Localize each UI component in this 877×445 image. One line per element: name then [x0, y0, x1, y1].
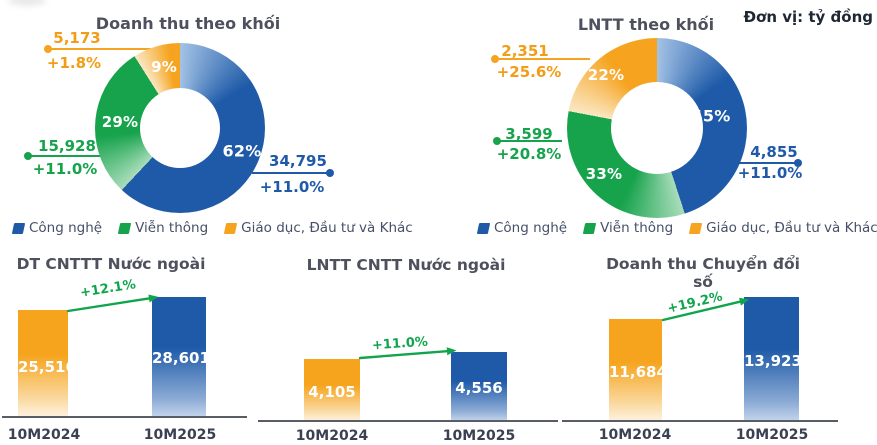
profit-tech-pct: 45%	[691, 106, 731, 126]
revenue-legend: Công nghệ Viễn thông Giáo dục, Đầu tư và…	[11, 220, 413, 236]
profit-legend: Công nghệ Viễn thông Giáo dục, Đầu tư và…	[476, 220, 877, 236]
revenue-tech-pct: 62%	[222, 141, 262, 161]
unit-label: Đơn vị: tỷ đồng	[743, 8, 873, 26]
tech-swatch-icon	[11, 222, 26, 234]
growth-arrow-icon	[661, 297, 750, 322]
legend-label: Công nghệ	[29, 220, 103, 236]
tech-swatch-icon	[476, 222, 491, 234]
bar-chart-3-title: Doanh thu Chuyển đổi số	[606, 255, 800, 291]
legend-label: Viễn thông	[135, 220, 209, 236]
bar-value: 25,516	[18, 358, 76, 376]
bar-10m2024: 25,516	[18, 310, 76, 417]
legend-item-tech: Công nghệ	[11, 220, 103, 236]
legend-label: Viễn thông	[600, 220, 674, 236]
revenue-telecom-growth: +11.0%	[32, 160, 98, 178]
donut-hole	[140, 88, 220, 168]
x-tick-10m2025: 10M2025	[442, 428, 516, 444]
revenue-other-growth: +1.8%	[46, 54, 102, 72]
blue-leader-dot	[326, 169, 334, 177]
x-axis-line	[258, 420, 558, 422]
bar-value: 13,923	[744, 352, 802, 370]
revenue-tech-growth: +11.0%	[259, 178, 325, 196]
growth-arrow-icon	[66, 294, 159, 313]
legend-label: Công nghệ	[494, 220, 568, 236]
bar-value: 4,556	[455, 379, 503, 397]
revenue-donut-title: Doanh thu theo khối	[95, 14, 281, 33]
profit-other-value: 2,351	[501, 42, 549, 60]
bar-10m2024: 11,684	[609, 319, 667, 421]
revenue-donut-ring	[95, 43, 265, 213]
x-tick-10m2024: 10M2024	[295, 428, 369, 444]
telecom-swatch-icon	[582, 222, 597, 234]
legend-label: Giáo dục, Đầu tư và Khác	[241, 220, 413, 236]
profit-tech-value: 4,855	[750, 143, 798, 161]
profit-donut-title: LNTT theo khối	[577, 15, 715, 34]
profit-telecom-pct: 33%	[585, 165, 623, 183]
green-leader-line	[28, 155, 103, 157]
legend-item-tech: Công nghệ	[476, 220, 568, 236]
x-tick-10m2024: 10M2024	[598, 427, 672, 443]
revenue-telecom-value: 15,928	[38, 137, 96, 155]
legend-item-telecom: Viễn thông	[117, 220, 209, 236]
revenue-telecom-pct: 29%	[101, 113, 139, 131]
x-tick-10m2024: 10M2024	[7, 427, 81, 443]
bar-value: 11,684	[609, 363, 667, 381]
bar-chart-2-title: LNTT CNTT Nước ngoài	[306, 256, 506, 274]
revenue-other-value: 5,173	[53, 29, 101, 47]
bar-10m2025: 28,601	[152, 297, 210, 417]
profit-other-pct: 22%	[587, 66, 625, 84]
bar-10m2025: 13,923	[744, 297, 802, 421]
x-tick-10m2025: 10M2025	[735, 427, 809, 443]
x-axis-line	[562, 420, 838, 422]
bar-10m2024: 4,105	[304, 359, 360, 421]
profit-telecom-value: 3,599	[505, 125, 553, 143]
blue-leader-line	[252, 172, 330, 174]
decorative-smudge	[8, 0, 46, 6]
bar-10m2025: 4,556	[451, 352, 507, 421]
blue-leader-line	[725, 162, 798, 164]
legend-label: Giáo dục, Đầu tư và Khác	[706, 220, 877, 236]
bar-value: 4,105	[308, 383, 356, 401]
x-axis-line	[2, 416, 247, 418]
green-leader-line	[497, 140, 562, 142]
legend-item-other: Giáo dục, Đầu tư và Khác	[224, 220, 413, 236]
blue-leader-dot	[794, 159, 802, 167]
profit-donut-ring	[567, 38, 747, 218]
revenue-other-pct: 9%	[151, 58, 177, 76]
other-swatch-icon	[224, 222, 238, 234]
x-tick-10m2025: 10M2025	[143, 427, 217, 443]
other-swatch-icon	[689, 222, 703, 234]
bar-value: 28,601	[152, 349, 210, 367]
profit-telecom-growth: +20.8%	[496, 145, 562, 163]
growth-arrow-icon	[358, 347, 457, 360]
revenue-tech-value: 34,795	[269, 152, 327, 170]
orange-leader-line	[495, 58, 590, 60]
telecom-swatch-icon	[117, 222, 132, 234]
bar-chart-1-title: DT CNTTT Nước ngoài	[16, 255, 206, 273]
profit-tech-growth: +11.0%	[737, 164, 803, 182]
profit-other-growth: +25.6%	[496, 63, 562, 81]
donut-hole	[611, 82, 703, 174]
legend-item-telecom: Viễn thông	[582, 220, 674, 236]
orange-leader-line	[48, 48, 151, 50]
legend-item-other: Giáo dục, Đầu tư và Khác	[689, 220, 877, 236]
